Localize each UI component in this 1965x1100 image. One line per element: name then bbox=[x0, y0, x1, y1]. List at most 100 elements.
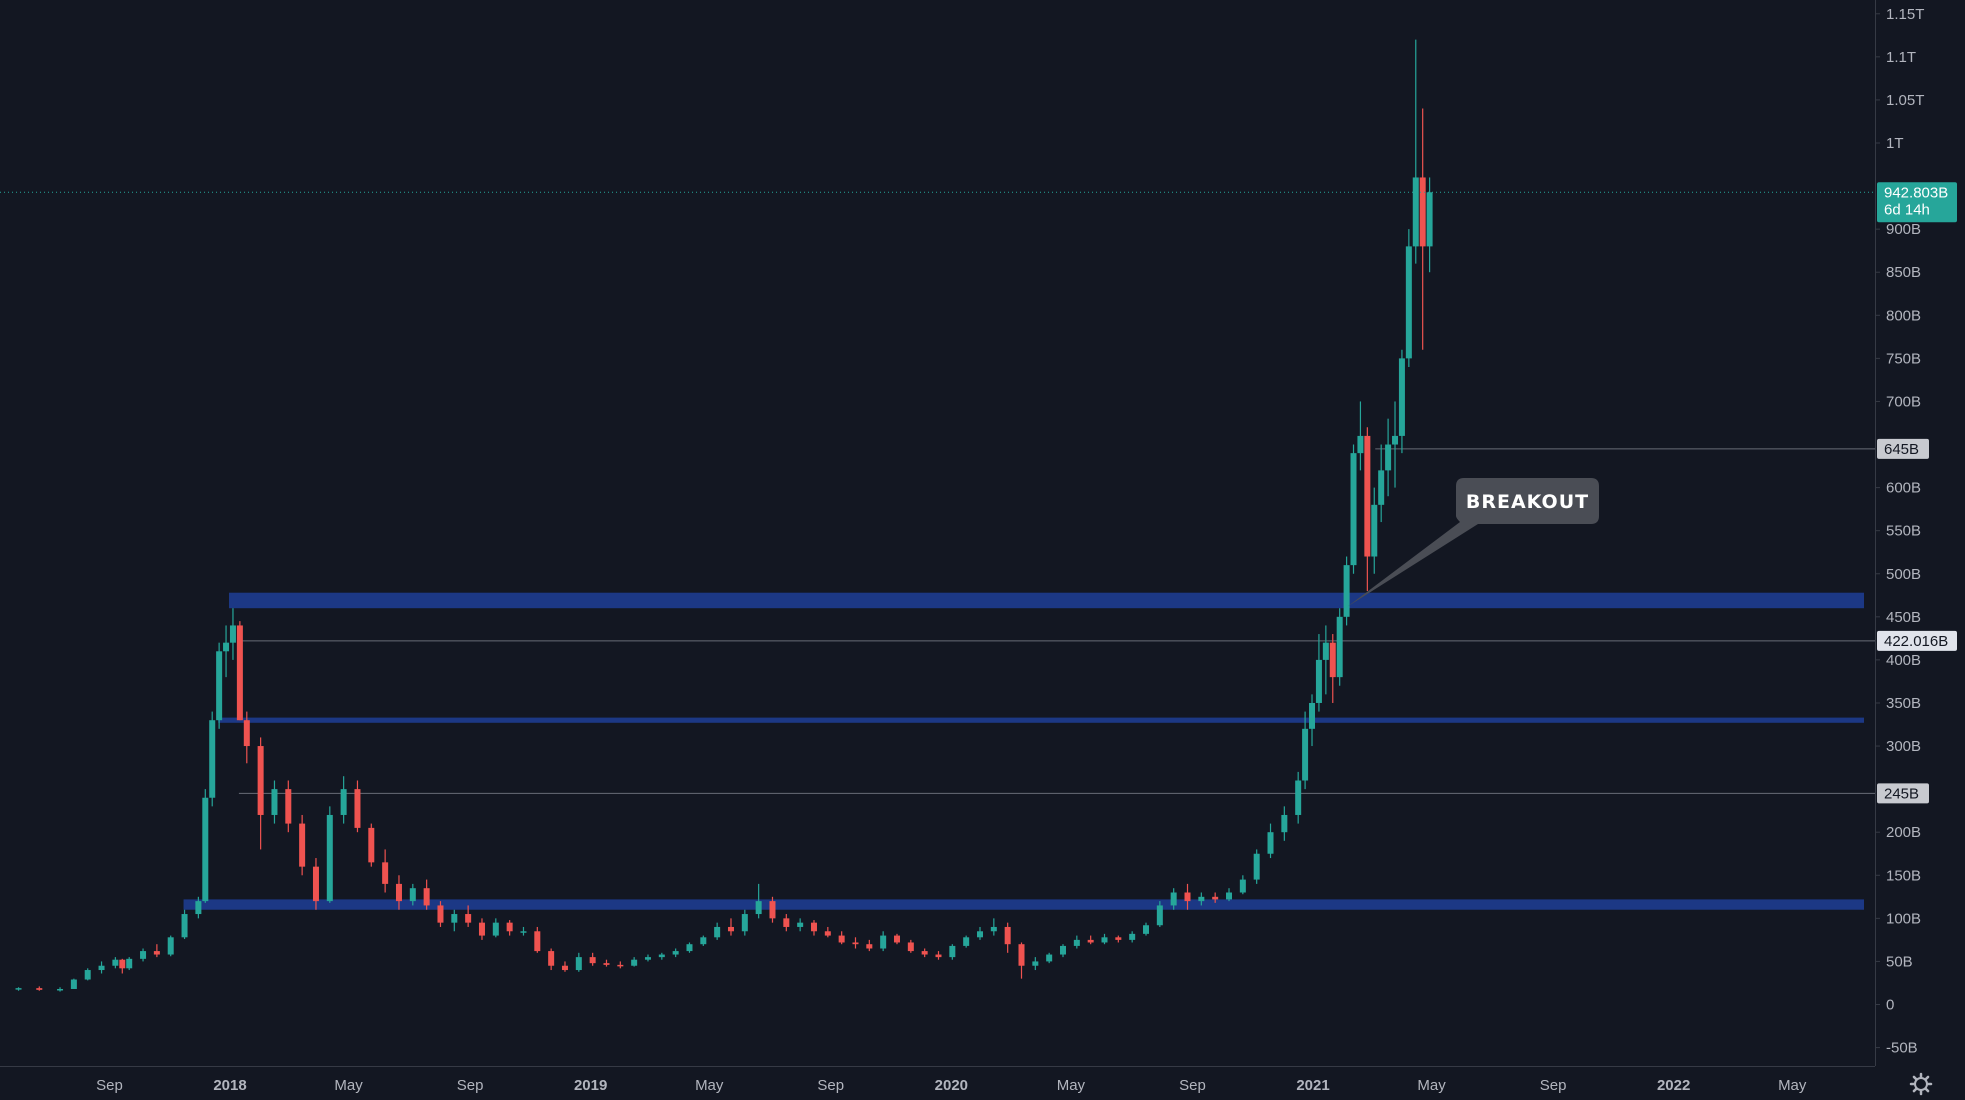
candle-body bbox=[1060, 945, 1067, 955]
candle bbox=[312, 858, 319, 910]
candle-body bbox=[1378, 470, 1385, 505]
candle-body bbox=[1350, 453, 1357, 566]
candle bbox=[880, 931, 887, 952]
candle bbox=[119, 958, 126, 974]
candle bbox=[741, 909, 748, 936]
candle bbox=[140, 948, 147, 962]
y-tick-label: 350B bbox=[1886, 695, 1921, 712]
candle bbox=[84, 968, 91, 981]
candle bbox=[1073, 935, 1080, 949]
candle-body bbox=[243, 720, 250, 747]
price-axis[interactable]: 1.15T 1.1T 1.05T 1T 900B 850B 800B 750B 700B 600B… bbox=[1875, 0, 1924, 1066]
candle bbox=[167, 935, 174, 957]
level-tag-2: 245B bbox=[1877, 783, 1929, 804]
candle bbox=[216, 642, 223, 729]
candle bbox=[1129, 931, 1136, 943]
candle bbox=[368, 823, 375, 867]
x-tick-label: Sep bbox=[1540, 1077, 1567, 1094]
last-price-value: 942.803B bbox=[1884, 184, 1948, 201]
candle-body bbox=[181, 914, 188, 938]
candle bbox=[534, 926, 541, 953]
candle-body bbox=[98, 965, 105, 971]
candle-body bbox=[755, 901, 762, 915]
y-tick-label: 400B bbox=[1886, 652, 1921, 669]
candle-body bbox=[1046, 954, 1053, 962]
x-tick-label: 2020 bbox=[935, 1077, 968, 1094]
candle-body bbox=[112, 959, 119, 966]
candle bbox=[1239, 875, 1246, 895]
y-tick-label: -50B bbox=[1886, 1040, 1918, 1057]
candle-body bbox=[686, 944, 693, 952]
gear-icon[interactable] bbox=[1909, 1072, 1933, 1096]
candle-body bbox=[223, 642, 230, 652]
candle bbox=[1336, 608, 1343, 686]
candle-body bbox=[478, 922, 485, 936]
y-tick-label: 600B bbox=[1886, 480, 1921, 497]
candle bbox=[236, 621, 243, 721]
x-tick-label: May bbox=[695, 1077, 724, 1094]
x-tick-label: Sep bbox=[1179, 1077, 1206, 1094]
candle-body bbox=[1426, 192, 1433, 247]
candle bbox=[243, 711, 250, 764]
candle bbox=[1156, 901, 1163, 927]
candle-body bbox=[797, 922, 804, 927]
y-tick-label: 1T bbox=[1886, 135, 1904, 152]
candle bbox=[700, 935, 707, 946]
candle bbox=[382, 849, 389, 893]
candle-body bbox=[423, 888, 430, 906]
gear-icon-teeth bbox=[1909, 1072, 1933, 1096]
candle-body bbox=[1405, 246, 1412, 359]
candle-body bbox=[907, 942, 914, 952]
candle-body bbox=[1032, 961, 1039, 966]
candle bbox=[1350, 444, 1357, 574]
level-tag-2-text: 245B bbox=[1884, 785, 1919, 802]
candle bbox=[907, 939, 914, 953]
candle bbox=[395, 875, 402, 910]
x-tick-label: 2019 bbox=[574, 1077, 607, 1094]
candle bbox=[465, 905, 472, 927]
candle bbox=[299, 814, 306, 876]
candle bbox=[1302, 711, 1309, 790]
time-axis[interactable]: Sep 2018 May Sep 2019 May Sep 2020 May Sep 2021 May… bbox=[0, 1066, 1875, 1095]
candle bbox=[672, 948, 679, 958]
x-tick-label: May bbox=[1057, 1077, 1086, 1094]
candle bbox=[354, 780, 361, 833]
candle-body bbox=[866, 944, 873, 949]
candle bbox=[1385, 418, 1392, 497]
level-tag-0-text: 645B bbox=[1884, 441, 1919, 458]
y-tick-label: 50B bbox=[1886, 953, 1913, 970]
candle-body bbox=[963, 937, 970, 946]
candle bbox=[1392, 401, 1399, 488]
candle bbox=[990, 918, 997, 936]
candle-body bbox=[126, 958, 133, 969]
candle bbox=[852, 937, 859, 949]
candle bbox=[1143, 922, 1150, 936]
callout-bubble bbox=[1347, 478, 1599, 607]
candle bbox=[409, 883, 416, 906]
candle bbox=[575, 952, 582, 972]
candle bbox=[1198, 892, 1205, 906]
candle bbox=[326, 806, 333, 903]
candle bbox=[340, 776, 347, 824]
candle bbox=[478, 918, 485, 940]
candle-body bbox=[1392, 435, 1399, 445]
candle bbox=[1087, 935, 1094, 945]
candle bbox=[1281, 806, 1288, 841]
candle-body bbox=[1419, 177, 1426, 247]
candle-body bbox=[1412, 177, 1419, 247]
last-price-countdown: 6d 14h bbox=[1884, 201, 1930, 218]
candle-body bbox=[202, 797, 209, 902]
candle bbox=[223, 625, 230, 678]
candle bbox=[209, 711, 216, 807]
candle bbox=[797, 918, 804, 932]
candle bbox=[1315, 634, 1322, 712]
y-tick-label: 850B bbox=[1886, 264, 1921, 281]
candle bbox=[548, 948, 555, 971]
candle-body bbox=[15, 988, 22, 990]
candle bbox=[1018, 942, 1025, 979]
candle bbox=[963, 935, 970, 948]
y-tick-label: 450B bbox=[1886, 609, 1921, 626]
candle-body bbox=[84, 970, 91, 980]
candle bbox=[727, 918, 734, 936]
